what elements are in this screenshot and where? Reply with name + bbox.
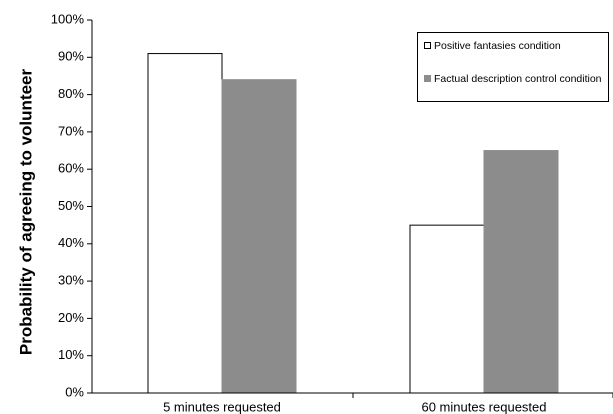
y-axis-label: Probability of agreeing to volunteer (16, 69, 35, 356)
bar-factual-description-2 (484, 151, 558, 393)
x-category-label: 5 minutes requested (163, 399, 281, 414)
bars (148, 54, 558, 393)
y-tick-label: 40% (58, 235, 84, 250)
x-category-label: 60 minutes requested (421, 399, 546, 414)
y-tick-label: 70% (58, 123, 84, 138)
y-axis-ticks: 0% 10% 20% 30% 40% 50% 60% 70% 80% 90% 100% (51, 11, 92, 399)
y-tick-label: 60% (58, 161, 84, 176)
y-tick-label: 30% (58, 273, 84, 288)
y-tick-label: 0% (65, 384, 84, 399)
legend: Positive fantasies condition Factual des… (417, 32, 609, 102)
legend-label: Factual description control condition (434, 73, 602, 85)
legend-item-factual-description: Factual description control condition (424, 73, 602, 85)
legend-item-positive-fantasies: Positive fantasies condition (424, 40, 602, 52)
y-tick-label: 90% (58, 49, 84, 64)
bar-positive-fantasies-2 (410, 225, 484, 393)
y-tick-label: 10% (58, 347, 84, 362)
y-tick-label: 100% (51, 11, 85, 26)
y-tick-label: 80% (58, 86, 84, 101)
legend-swatch-factual-description (424, 75, 431, 82)
y-tick-label: 20% (58, 310, 84, 325)
x-axis-categories: 5 minutes requested 60 minutes requested (163, 393, 613, 414)
bar-positive-fantasies-1 (148, 54, 222, 393)
legend-swatch-positive-fantasies (424, 42, 431, 49)
legend-label: Positive fantasies condition (434, 40, 602, 52)
bar-factual-description-1 (222, 80, 296, 393)
y-tick-label: 50% (58, 198, 84, 213)
